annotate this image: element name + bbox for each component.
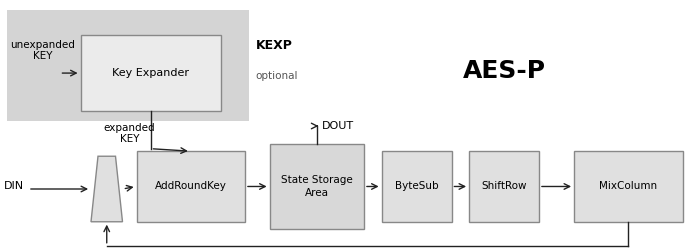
Text: ByteSub: ByteSub [395, 181, 438, 192]
FancyBboxPatch shape [382, 151, 452, 222]
Text: unexpanded
KEY: unexpanded KEY [10, 40, 76, 61]
Text: MixColumn: MixColumn [599, 181, 657, 192]
Text: KEXP: KEXP [256, 39, 293, 52]
FancyBboxPatch shape [270, 144, 364, 229]
Text: AES-P: AES-P [463, 58, 545, 83]
Polygon shape [91, 156, 122, 222]
FancyBboxPatch shape [469, 151, 539, 222]
FancyBboxPatch shape [7, 10, 248, 121]
Text: AddRoundKey: AddRoundKey [155, 181, 227, 192]
Text: expanded
KEY: expanded KEY [104, 123, 155, 144]
FancyBboxPatch shape [136, 151, 245, 222]
Text: ShiftRow: ShiftRow [482, 181, 526, 192]
Text: DOUT: DOUT [322, 121, 354, 131]
Text: DIN: DIN [4, 181, 24, 192]
Text: State Storage
Area: State Storage Area [281, 175, 353, 198]
FancyBboxPatch shape [80, 35, 220, 111]
Text: Key Expander: Key Expander [112, 68, 189, 78]
FancyBboxPatch shape [574, 151, 682, 222]
Text: optional: optional [256, 71, 298, 81]
